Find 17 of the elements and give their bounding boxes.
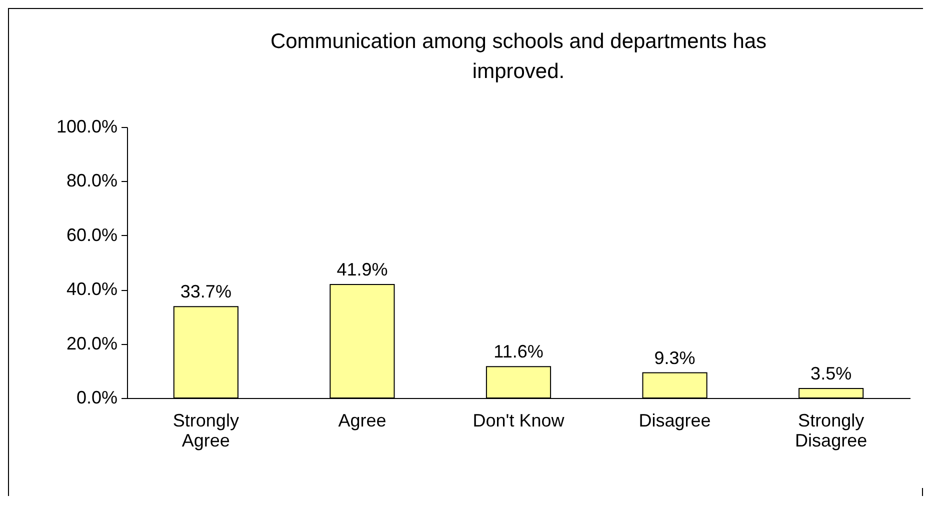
y-tick-label: 80.0% — [66, 170, 118, 191]
x-tick-label: Agree — [338, 410, 386, 430]
y-tick-label: 40.0% — [66, 279, 118, 300]
x-tick-label: Don't Know — [472, 410, 566, 430]
data-label: 3.5% — [810, 364, 852, 384]
x-tick-label: Strongly Disagree — [795, 410, 868, 450]
x-tick-label: Strongly Agree — [172, 410, 239, 450]
data-label: 41.9% — [336, 259, 388, 280]
data-label: 33.7% — [180, 282, 232, 302]
y-tick-label: 0.0% — [76, 388, 118, 408]
y-tick-label: 60.0% — [66, 224, 118, 245]
chart-title: Communication among schools and departments has improved. — [270, 30, 767, 83]
y-tick-label: 20.0% — [66, 333, 118, 354]
x-tick-label: Disagree — [638, 410, 711, 430]
data-label: 11.6% — [494, 342, 544, 362]
data-label: 9.3% — [654, 348, 696, 368]
y-tick-label: 100.0% — [56, 116, 118, 136]
